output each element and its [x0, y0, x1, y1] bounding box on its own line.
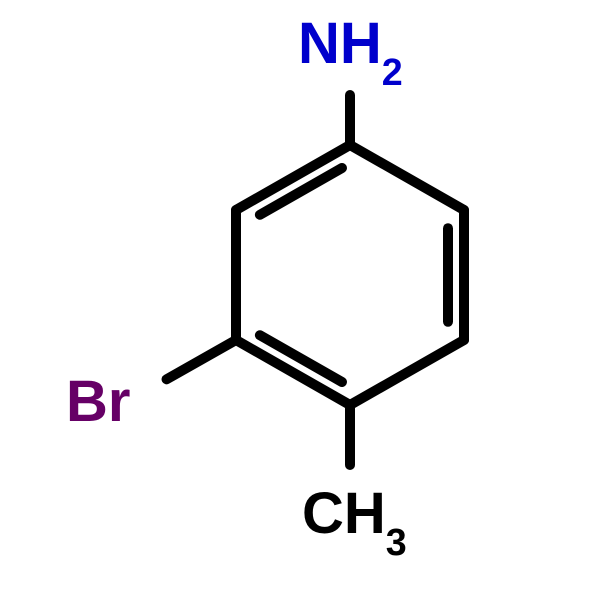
label-br-main: Br — [66, 369, 130, 434]
label-nh2-main: NH — [298, 11, 382, 76]
label-ch3: CH3 — [302, 480, 407, 555]
label-nh2: NH2 — [298, 10, 403, 85]
label-br: Br — [66, 368, 130, 443]
label-nh2-sub: 2 — [382, 51, 403, 93]
label-ch3-sub: 3 — [386, 521, 407, 563]
label-ch3-main: CH — [302, 481, 386, 546]
molecule-canvas — [0, 0, 600, 600]
